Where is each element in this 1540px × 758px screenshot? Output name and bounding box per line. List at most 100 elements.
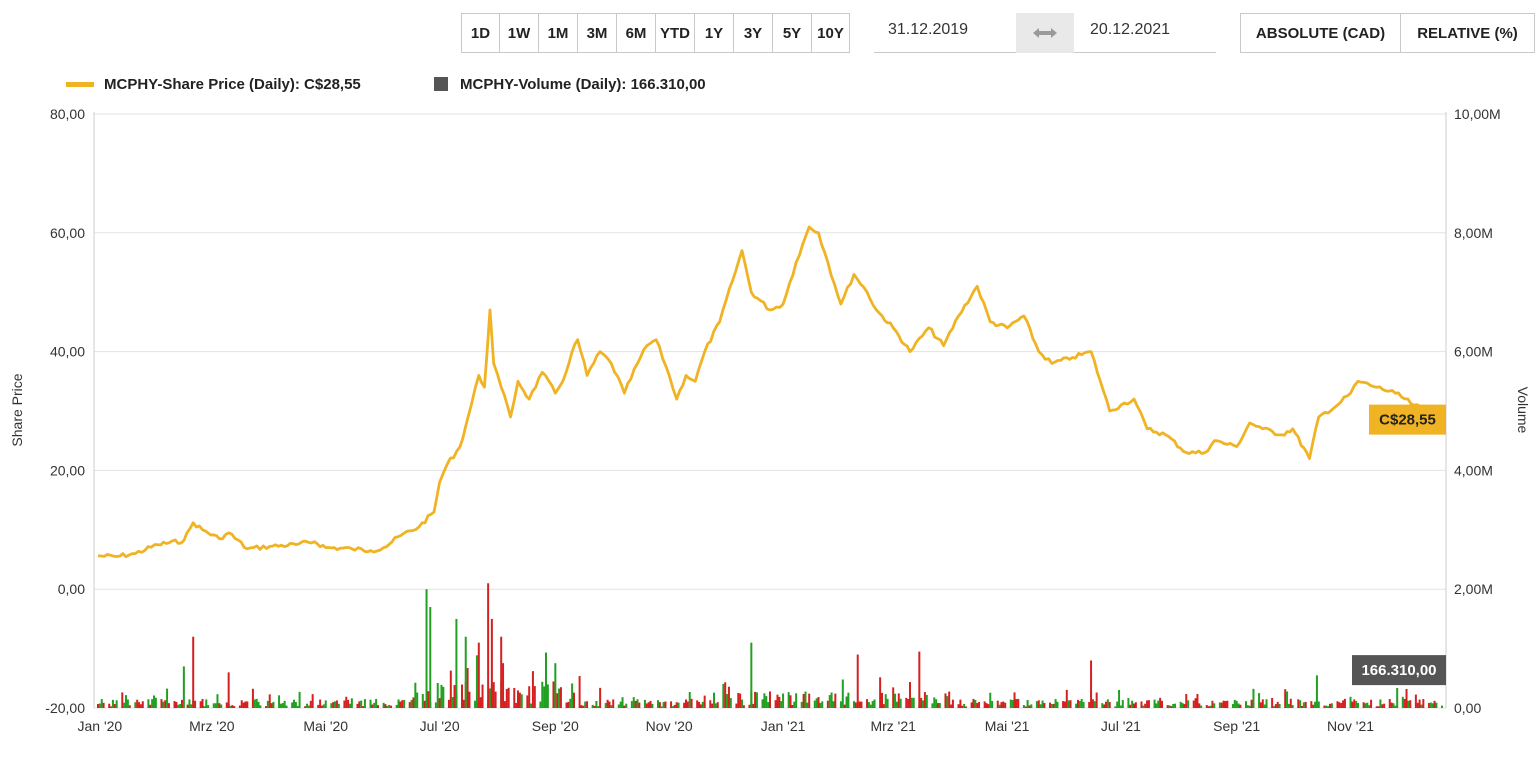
volume-bar [349, 703, 351, 708]
volume-bar [259, 705, 262, 708]
volume-bar [815, 698, 818, 708]
volume-bar [481, 684, 484, 708]
range-button-ytd[interactable]: YTD [656, 14, 695, 52]
volume-bar [621, 697, 624, 708]
volume-bar [421, 694, 424, 708]
volume-bar [438, 698, 441, 708]
volume-bar [363, 699, 366, 708]
volume-bar [1261, 699, 1264, 708]
volume-bar [1248, 705, 1251, 708]
volume-bar [192, 700, 195, 708]
volume-bar [1258, 693, 1261, 708]
date-to-input[interactable]: 20.12.2021 [1074, 13, 1216, 53]
volume-bar [1198, 703, 1201, 708]
range-button-1d[interactable]: 1D [462, 14, 500, 52]
volume-bar [1011, 699, 1014, 708]
volume-bar [149, 704, 152, 708]
x-tick-label: Mai '20 [303, 718, 348, 734]
date-from-input[interactable]: 31.12.2019 [874, 13, 1016, 53]
volume-bar [153, 695, 155, 708]
volume-bar [866, 699, 869, 708]
range-button-1m[interactable]: 1M [539, 14, 578, 52]
volume-bar [843, 704, 846, 708]
volume-bar [1364, 703, 1367, 708]
volume-bar [530, 703, 533, 708]
volume-bar [304, 706, 307, 708]
volume-bar [475, 655, 478, 708]
volume-bar [741, 699, 743, 708]
volume-bar [752, 703, 755, 708]
volume-bar [474, 700, 477, 708]
volume-bar [1366, 702, 1369, 708]
volume-bar [709, 700, 712, 708]
range-button-3m[interactable]: 3M [578, 14, 617, 52]
y2-tick-label: 4,00M [1454, 462, 1493, 478]
volume-bar [933, 697, 936, 708]
volume-bar [1179, 701, 1182, 708]
volume-bar [895, 701, 898, 708]
volume-bar [401, 700, 404, 708]
volume-bar [111, 699, 114, 708]
legend-item-price[interactable]: MCPHY-Share Price (Daily): C$28,55 [66, 74, 361, 94]
volume-bar [513, 687, 516, 708]
volume-bar [447, 699, 450, 708]
volume-bar [188, 699, 191, 708]
volume-bar [238, 705, 241, 708]
y2-tick-label: 0,00 [1454, 700, 1481, 716]
volume-bar [123, 702, 126, 708]
range-button-10y[interactable]: 10Y [817, 24, 844, 42]
volume-bar [205, 699, 208, 708]
volume-bar [582, 705, 585, 708]
volume-bar [539, 701, 542, 708]
volume-bar [139, 704, 142, 708]
volume-bar [856, 654, 859, 708]
volume-bar [1289, 698, 1292, 708]
relative-mode-button[interactable]: RELATIVE (%) [1417, 24, 1518, 42]
range-button-5y[interactable]: 5Y [773, 14, 812, 52]
volume-bar [625, 703, 628, 708]
y2-tick-label: 6,00M [1454, 344, 1493, 360]
volume-bar [1433, 700, 1436, 708]
volume-bar [500, 681, 503, 708]
volume-bar [881, 692, 883, 708]
volume-bar [281, 703, 284, 708]
volume-bar [479, 697, 482, 708]
volume-bar [1002, 701, 1005, 708]
volume-bar [1220, 702, 1223, 708]
volume-bar [371, 704, 374, 708]
volume-bar [961, 705, 964, 708]
range-button-3y[interactable]: 3Y [734, 14, 773, 52]
volume-bar [1416, 702, 1419, 708]
volume-bar [619, 701, 622, 708]
volume-bar [789, 695, 792, 708]
legend-price-label: MCPHY-Share Price (Daily): C$28,55 [104, 75, 361, 93]
volume-bar [505, 688, 508, 708]
volume-bar [227, 672, 230, 708]
absolute-mode-button[interactable]: ABSOLUTE (CAD) [1241, 14, 1401, 52]
volume-bar [884, 694, 887, 708]
volume-bar [1239, 704, 1242, 708]
volume-bar [763, 693, 766, 708]
volume-bar [1329, 703, 1331, 708]
y-tick-label: 80,00 [50, 106, 85, 122]
range-button-6m[interactable]: 6M [617, 14, 656, 52]
legend-item-volume[interactable]: MCPHY-Volume (Daily): 166.310,00 [434, 74, 706, 94]
volume-bar [1077, 699, 1079, 708]
volume-bar [867, 702, 870, 708]
volume-bar [1035, 701, 1038, 708]
volume-bar [345, 696, 348, 708]
volume-bar [490, 685, 493, 708]
volume-bar [375, 698, 378, 708]
volume-bar [1381, 704, 1384, 708]
range-button-1y[interactable]: 1Y [695, 14, 734, 52]
volume-bar [1323, 705, 1326, 708]
volume-bar [330, 703, 333, 708]
volume-bar [1370, 699, 1373, 708]
range-button-1w[interactable]: 1W [500, 14, 539, 52]
volume-bar [610, 705, 613, 708]
volume-bar [1250, 699, 1253, 708]
volume-bar [591, 704, 594, 708]
volume-bar [283, 700, 286, 708]
volume-bar [1441, 705, 1443, 708]
volume-bar [894, 693, 897, 708]
